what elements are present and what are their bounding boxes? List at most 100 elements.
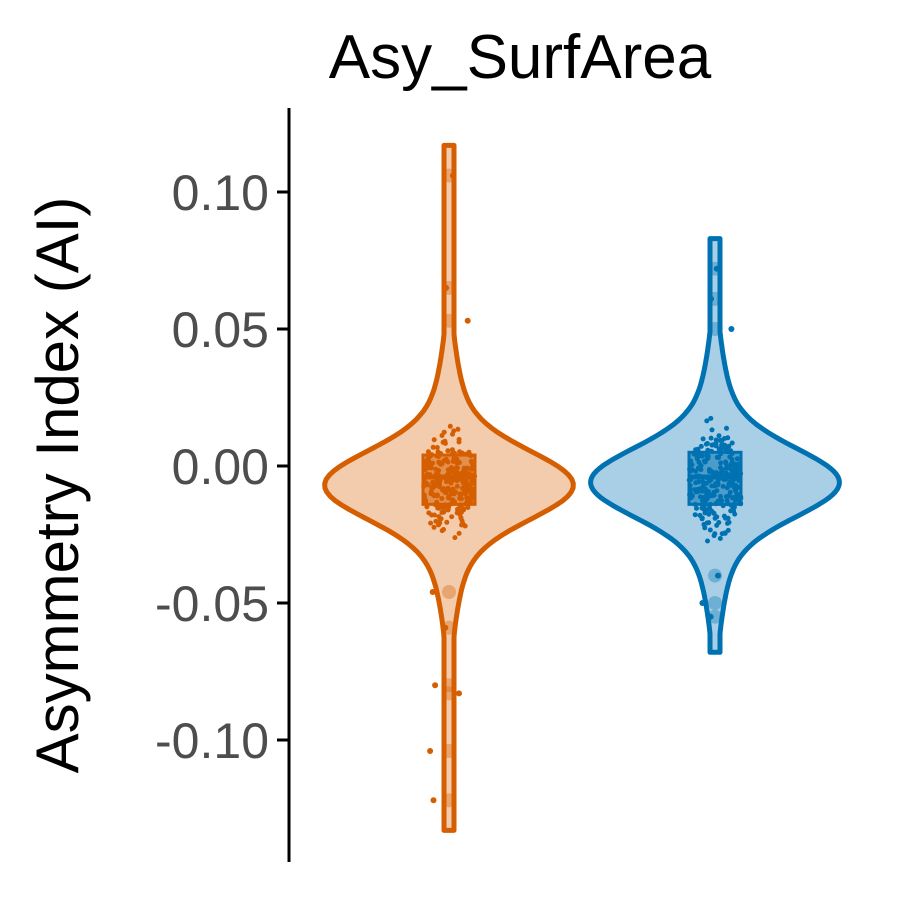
data-point <box>712 515 718 521</box>
data-point <box>702 510 708 516</box>
outlier-marker <box>442 313 456 328</box>
data-point <box>716 433 722 439</box>
box <box>421 453 477 506</box>
data-point <box>460 521 466 527</box>
data-point <box>428 520 434 526</box>
outlier-marker <box>442 585 456 599</box>
data-point <box>438 516 444 522</box>
data-point <box>449 514 455 520</box>
chart-title: Asy_SurfArea <box>329 23 712 92</box>
outlier-point <box>708 295 714 302</box>
data-point <box>716 446 722 452</box>
outlier-marker <box>442 280 456 295</box>
y-tick-label: 0.10 <box>172 165 269 221</box>
data-point <box>709 442 715 448</box>
outlier-point <box>443 284 450 291</box>
data-point <box>425 449 431 455</box>
data-point <box>460 506 466 511</box>
y-tick-label: -0.05 <box>155 576 269 632</box>
outlier-marker <box>442 168 456 183</box>
outlier-marker <box>442 678 456 693</box>
data-point <box>713 437 719 443</box>
y-axis-ticks: 0.10 0.05 0.00 -0.05 -0.10 <box>155 165 289 769</box>
outlier-marker <box>442 620 456 635</box>
y-tick-label: 0.00 <box>172 439 269 495</box>
data-point <box>721 513 727 519</box>
data-point <box>699 515 705 521</box>
data-point <box>704 441 710 446</box>
data-point <box>711 533 717 539</box>
y-tick-label: 0.05 <box>172 302 269 358</box>
data-point <box>705 538 710 544</box>
data-point <box>716 520 722 525</box>
data-point <box>700 436 706 442</box>
data-point <box>701 522 707 527</box>
outlier-point <box>728 326 735 332</box>
violin-group <box>588 236 842 655</box>
data-point <box>456 530 462 536</box>
data-point <box>725 515 731 521</box>
data-point <box>717 536 723 541</box>
outlier-marker <box>442 793 456 808</box>
outlier-point <box>464 317 471 324</box>
outlier-marker <box>442 686 456 701</box>
data-point <box>445 448 451 454</box>
outlier-point <box>713 265 720 272</box>
outlier-marker <box>708 568 722 583</box>
y-axis-label: Asymmetry Index (AI) <box>24 197 91 774</box>
outlier-marker <box>708 609 722 624</box>
data-point <box>429 512 435 518</box>
data-point <box>447 423 453 429</box>
data-point <box>434 445 440 450</box>
data-point <box>442 438 448 444</box>
data-point <box>704 418 710 424</box>
outlier-point <box>450 172 456 179</box>
data-point <box>465 505 471 510</box>
outlier-marker <box>708 596 722 610</box>
data-point <box>431 437 437 443</box>
data-point <box>694 505 699 511</box>
data-point <box>450 431 455 437</box>
data-point <box>719 437 725 443</box>
outlier-point <box>429 589 436 595</box>
data-point <box>724 425 729 431</box>
data-point <box>698 443 704 449</box>
data-point <box>720 442 726 448</box>
data-point <box>444 519 450 525</box>
data-point <box>707 527 713 533</box>
data-point <box>706 511 712 517</box>
data-point <box>449 447 455 453</box>
data-point <box>430 444 436 450</box>
data-point <box>455 426 461 432</box>
data-point <box>711 510 717 516</box>
outlier-marker <box>708 261 722 276</box>
data-point <box>441 527 446 532</box>
outlier-point <box>456 690 462 697</box>
data-point <box>452 535 458 541</box>
outlier-point <box>432 682 439 689</box>
data-point <box>725 520 730 526</box>
violin-group <box>322 142 576 833</box>
outlier-marker <box>442 744 456 758</box>
data-point <box>440 509 446 515</box>
data-point <box>692 512 698 518</box>
outlier-point <box>715 572 721 579</box>
data-point <box>431 524 437 530</box>
data-point <box>458 515 464 521</box>
data-point <box>708 435 714 441</box>
outlier-point <box>442 624 449 631</box>
data-point <box>725 527 731 533</box>
data-point <box>709 427 715 433</box>
outlier-marker <box>708 322 722 336</box>
data-point <box>728 508 734 514</box>
data-point <box>731 504 737 510</box>
violins <box>322 142 842 833</box>
data-point <box>435 449 441 455</box>
data-point <box>436 522 441 528</box>
y-tick-label: -0.10 <box>155 713 269 769</box>
data-point <box>725 435 731 441</box>
outlier-point <box>699 600 706 606</box>
outlier-marker <box>708 291 722 306</box>
data-point <box>708 415 714 421</box>
